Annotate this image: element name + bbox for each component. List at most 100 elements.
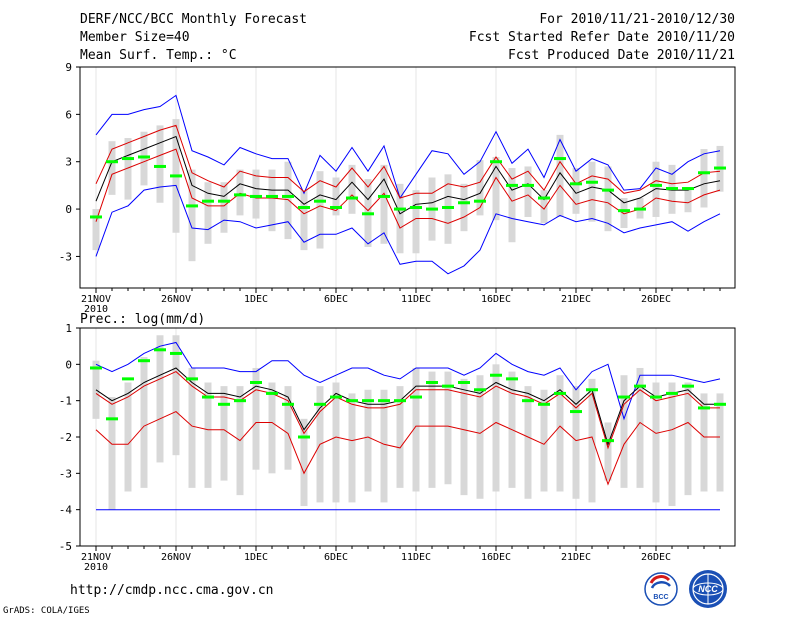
p1-median-mark: [202, 199, 214, 203]
p1-box-bar: [204, 182, 212, 244]
p2-box-bar: [348, 393, 356, 503]
p1-box-bar: [524, 166, 532, 217]
p1-x-tick-label: 21DEC: [561, 294, 591, 305]
variable-label: Mean Surf. Temp.: °C: [80, 48, 237, 63]
p2-box-bar: [300, 418, 308, 507]
p2-box-bar: [220, 386, 228, 481]
p2-box-bar: [284, 386, 292, 470]
footer-url[interactable]: http://cmdp.ncc.cma.gov.cn: [70, 583, 274, 598]
p2-median-mark: [522, 399, 534, 403]
p1-box-bar: [492, 156, 500, 221]
p1-x-tick-label: 16DEC: [481, 294, 511, 305]
p1-median-mark: [570, 182, 582, 186]
p1-median-mark: [186, 204, 198, 208]
p1-median-mark: [698, 171, 710, 175]
figure-title: DERF/NCC/BCC Monthly Forecast: [80, 12, 307, 27]
p2-upper-spread-line: [95, 371, 720, 450]
p1-median-mark: [266, 194, 278, 198]
p2-x-tick-label: 26NOV: [161, 552, 191, 563]
p2-median-mark: [410, 395, 422, 399]
p1-box-bar: [300, 190, 308, 251]
p2-box-bar: [556, 375, 564, 492]
p1-x-tick-label: 2010: [84, 304, 108, 315]
p2-box-bar: [716, 393, 724, 492]
p2-box-bar: [172, 335, 180, 456]
p1-median-mark: [234, 193, 246, 197]
p1-median-mark: [170, 174, 182, 178]
p2-box-bar: [492, 364, 500, 492]
p1-box-bar: [236, 169, 244, 216]
p1-x-tick-label: 21NOV: [81, 294, 111, 305]
p2-box-bar: [364, 389, 372, 492]
p2-box-bar: [412, 367, 420, 492]
p1-median-mark: [154, 164, 166, 168]
p2-median-mark: [538, 402, 550, 406]
p2-x-tick-label: 1DEC: [244, 552, 268, 563]
p1-box-bar: [476, 160, 484, 216]
p1-box-bar: [284, 161, 292, 240]
p1-x-tick-label: 6DEC: [324, 294, 348, 305]
p2-median-mark: [650, 395, 662, 399]
p2-box-bar: [124, 382, 132, 492]
p1-median-mark: [426, 207, 438, 211]
p1-median-mark: [282, 194, 294, 198]
p1-median-mark: [330, 205, 342, 209]
p2-median-mark: [250, 381, 262, 384]
p2-median-mark: [666, 391, 678, 395]
p1-box-bar: [572, 168, 580, 214]
p1-lower-spread-line: [95, 148, 721, 229]
p1-x-tick-label: 11DEC: [401, 294, 431, 305]
p1-y-tick-label: 0: [65, 203, 72, 216]
p1-median-mark: [474, 199, 486, 203]
member-size: Member Size=40: [80, 30, 190, 45]
p1-median-mark: [378, 194, 390, 198]
grads-credit: GrADS: COLA/IGES: [3, 606, 90, 616]
p1-box-bar: [700, 149, 708, 208]
p2-x-tick-label: 16DEC: [481, 552, 511, 563]
p1-median-mark: [666, 187, 678, 191]
p2-median-mark: [346, 399, 358, 403]
p2-box-bar: [156, 335, 164, 463]
p2-median-mark: [554, 391, 566, 395]
p2-box-bar: [188, 367, 196, 488]
p2-median-mark: [362, 399, 374, 403]
p2-median-mark: [298, 435, 310, 439]
p1-box-bar: [252, 169, 260, 219]
p1-box-bar: [124, 138, 132, 200]
p2-median-mark: [618, 395, 630, 399]
p1-box-bar: [140, 131, 148, 186]
p2-x-tick-label: 21DEC: [561, 552, 591, 563]
p2-box-bar: [444, 371, 452, 485]
p1-median-mark: [522, 183, 534, 187]
p2-y-tick-label: 0: [65, 358, 72, 371]
p2-x-tick-label: 21NOV: [81, 552, 111, 563]
p1-box-bar: [156, 125, 164, 203]
p2-mean-line: [95, 367, 720, 446]
p2-box-bar: [380, 389, 388, 503]
p2-lower-spread-line: [95, 411, 720, 486]
p2-median-mark: [682, 384, 694, 388]
p2-y-tick-label: -5: [59, 540, 72, 553]
p2-box-bar: [108, 397, 116, 510]
p2-box-bar: [540, 389, 548, 492]
p1-box-bar: [220, 182, 228, 233]
p1-box-bar: [268, 169, 276, 232]
p1-box-bar: [540, 190, 548, 224]
p2-median-mark: [490, 373, 502, 377]
p1-median-mark: [250, 194, 262, 198]
p1-box-bar: [412, 190, 420, 254]
p1-box-bar: [348, 164, 356, 214]
p1-median-mark: [410, 205, 422, 209]
p2-median-mark: [378, 399, 390, 403]
p1-median-mark: [458, 201, 470, 205]
p1-max-line: [95, 94, 721, 200]
p1-box-bar: [508, 168, 516, 243]
p2-y-tick-label: 1: [65, 322, 72, 335]
p1-y-tick-label: -3: [59, 250, 72, 263]
p2-median-mark: [170, 351, 182, 355]
p1-median-mark: [90, 215, 102, 219]
p1-box-bar: [92, 209, 100, 251]
p2-median-mark: [202, 395, 214, 399]
p2-box-bar: [684, 382, 692, 496]
